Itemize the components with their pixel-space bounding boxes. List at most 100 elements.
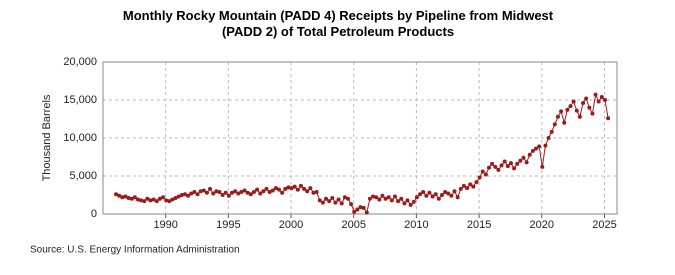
data-point	[505, 164, 510, 169]
data-point	[386, 195, 391, 200]
data-point	[352, 209, 357, 214]
data-point	[602, 98, 607, 102]
data-point	[223, 190, 228, 195]
data-point	[330, 196, 335, 201]
data-point	[355, 207, 360, 212]
data-point	[289, 186, 294, 191]
data-point	[261, 189, 266, 194]
data-point	[201, 188, 206, 193]
data-point	[230, 190, 235, 195]
x-tick-label: 2005	[341, 219, 365, 231]
data-point	[239, 189, 244, 194]
data-point	[480, 169, 485, 174]
data-point	[308, 186, 313, 191]
data-point	[161, 195, 166, 200]
data-point	[164, 198, 169, 203]
data-point	[120, 195, 125, 200]
data-point	[411, 199, 416, 204]
data-point	[311, 190, 316, 195]
data-point	[277, 187, 282, 192]
data-point	[345, 196, 350, 201]
data-point	[129, 196, 134, 201]
data-point	[142, 199, 147, 204]
data-point	[314, 189, 319, 194]
data-point	[157, 196, 162, 201]
data-point	[217, 189, 222, 194]
data-point	[512, 166, 517, 171]
data-point	[424, 193, 429, 198]
data-point	[349, 202, 354, 207]
data-point	[264, 186, 269, 191]
data-point	[436, 196, 441, 201]
data-point	[324, 196, 329, 201]
data-point	[508, 161, 513, 166]
data-point	[518, 158, 523, 163]
data-point	[405, 198, 410, 203]
data-point	[402, 201, 407, 206]
data-point	[295, 187, 300, 192]
data-point	[606, 116, 611, 121]
data-point	[574, 108, 579, 113]
y-tick-label: 20,000	[63, 56, 97, 68]
data-point	[327, 199, 332, 204]
data-point	[258, 191, 263, 196]
data-point	[396, 199, 401, 204]
data-point	[320, 200, 325, 205]
data-point	[333, 200, 338, 205]
data-point	[255, 187, 260, 192]
data-point	[204, 190, 209, 195]
data-point	[568, 104, 573, 109]
data-point	[537, 144, 542, 149]
data-point	[292, 184, 297, 189]
data-point	[468, 182, 473, 187]
data-point	[182, 192, 187, 197]
data-point	[552, 122, 557, 127]
data-point	[421, 189, 426, 194]
data-point	[286, 185, 291, 190]
y-tick-label: 5,000	[69, 170, 97, 182]
data-point	[487, 165, 492, 170]
data-point	[198, 189, 203, 194]
data-point	[465, 186, 470, 191]
data-point	[490, 161, 495, 166]
x-tick-label: 2025	[592, 219, 616, 231]
data-point	[474, 180, 479, 185]
y-tick-label: 0	[91, 208, 97, 220]
data-point	[499, 163, 504, 168]
data-point	[593, 92, 598, 97]
y-tick-label: 15,000	[63, 94, 97, 106]
data-point	[587, 105, 592, 110]
data-point	[195, 192, 200, 197]
data-point	[167, 199, 172, 204]
data-point	[543, 143, 548, 148]
data-point	[189, 191, 194, 196]
data-point	[530, 148, 535, 153]
data-point	[245, 190, 250, 195]
data-point	[524, 160, 529, 165]
data-point	[114, 192, 119, 197]
data-point	[226, 193, 231, 198]
data-point	[145, 196, 150, 201]
data-point	[364, 210, 369, 215]
data-point	[515, 161, 520, 166]
data-point	[477, 175, 482, 180]
data-point	[336, 197, 341, 202]
data-point	[571, 99, 576, 104]
data-point	[132, 195, 137, 200]
data-point	[117, 193, 122, 198]
x-tick-label: 1990	[153, 219, 177, 231]
data-point	[559, 109, 564, 114]
data-point	[392, 194, 397, 199]
data-point	[446, 191, 451, 196]
data-point	[443, 189, 448, 194]
data-point	[208, 186, 213, 191]
data-point	[220, 193, 225, 197]
data-point	[562, 120, 567, 125]
data-point	[565, 107, 570, 112]
data-point	[139, 198, 144, 203]
data-point	[449, 193, 454, 198]
y-tick-label: 10,000	[63, 132, 97, 144]
data-point	[549, 129, 554, 134]
data-point	[154, 199, 159, 204]
